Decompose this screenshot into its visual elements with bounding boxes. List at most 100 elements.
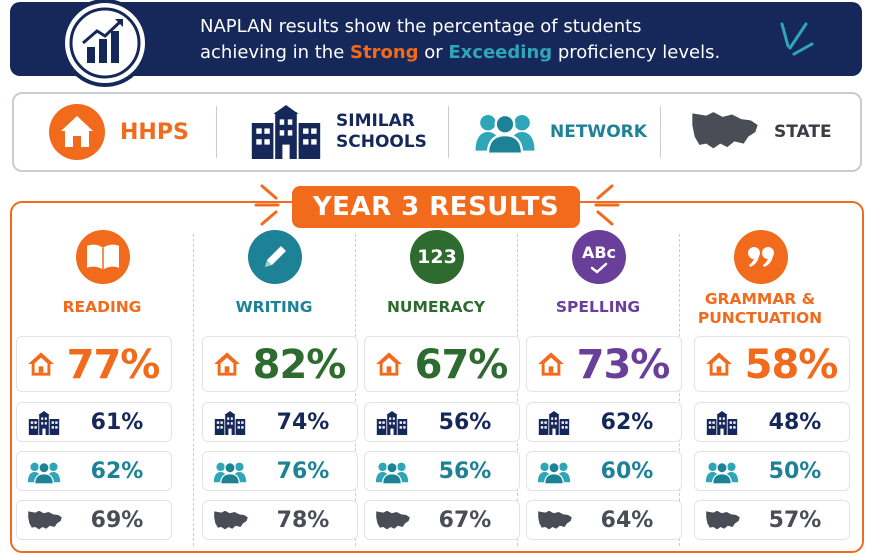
banner-text: NAPLAN results show the percentage of st… [200,14,760,66]
hhps-result: 82% [202,336,358,392]
banner-line-1: NAPLAN results show the percentage of st… [200,16,642,37]
hhps-house-icon [213,350,241,378]
network-value: 62% [90,459,144,484]
title-rays-right-icon [594,184,620,226]
strong-highlight: Strong [350,42,419,63]
hhps-house-icon [375,350,403,378]
subject-column-reading: READING 77% 61% 62% 69% [16,226,182,552]
people-group-icon [474,110,536,154]
banner-text-part: or [418,42,449,63]
subject-label: WRITING [235,298,313,316]
people-group-icon [213,460,247,484]
state-value: 78% [276,508,330,533]
subject-column-writing: WRITING 82% 74% 76% 78% [194,226,358,552]
state-map-icon [213,509,249,533]
network-result: 60% [526,451,682,491]
subject-label: READING [62,298,142,316]
subject-column-numeracy: 123 NUMERACY 67% 56% 56% 67% [356,226,520,552]
numbers-icon: 123 [410,230,464,284]
legend-hhps-label: HHPS [120,119,189,145]
legend-similar-line-2: SCHOOLS [336,132,427,152]
network-result: 62% [16,451,172,491]
hhps-value: 73% [576,342,671,388]
state-value: 64% [600,508,654,533]
legend-bar: HHPS SIMILAR SCHOOLS NETWORK STATE [12,92,862,172]
similar-schools-value: 48% [768,410,822,435]
hhps-result: 77% [16,336,172,392]
hhps-house-icon [537,350,565,378]
section-title: YEAR 3 RESULTS [292,186,580,228]
banner-text-part: achieving in the [200,42,351,63]
similar-schools-result: 61% [16,402,172,442]
school-building-icon [537,411,571,435]
hhps-value: 67% [414,342,509,388]
header-banner: NAPLAN results show the percentage of st… [10,0,862,87]
subject-label: NUMERACY [386,298,486,316]
state-value: 69% [90,508,144,533]
state-result: 78% [202,500,358,540]
hhps-result: 67% [364,336,520,392]
banner-text-part: proficiency levels. [552,42,721,63]
state-map-icon [537,509,573,533]
people-group-icon [705,460,739,484]
hhps-house-icon [27,350,55,378]
subject-label: SPELLING [555,298,641,316]
state-result: 57% [694,500,850,540]
exceeding-highlight: Exceeding [448,42,553,63]
similar-schools-result: 74% [202,402,358,442]
pencil-icon [248,230,302,284]
network-value: 76% [276,459,330,484]
spark-lines-icon [780,22,814,56]
spelling-icon-text: ABc [581,243,617,262]
similar-schools-result: 56% [364,402,520,442]
similar-schools-result: 62% [526,402,682,442]
quote-icon [734,230,788,284]
network-result: 76% [202,451,358,491]
people-group-icon [537,460,571,484]
people-group-icon [375,460,409,484]
legend-network-label: NETWORK [550,122,647,142]
network-result: 50% [694,451,850,491]
hhps-result: 58% [694,336,850,392]
state-result: 67% [364,500,520,540]
network-result: 56% [364,451,520,491]
school-building-icon [705,411,739,435]
state-map-icon [690,108,760,156]
abc-check-icon: ABc [572,230,626,284]
similar-schools-value: 56% [438,410,492,435]
subject-label: GRAMMAR & PUNCTUATION [680,290,840,328]
legend-similar-schools: SIMILAR SCHOOLS [250,94,427,170]
similar-schools-value: 61% [90,410,144,435]
state-result: 69% [16,500,172,540]
school-building-icon [27,411,61,435]
growth-chart-icon [61,0,149,87]
school-building-icon [375,411,409,435]
school-building-icon [250,105,322,159]
state-value: 57% [768,508,822,533]
state-map-icon [27,509,63,533]
column-divider [193,234,194,546]
subject-column-grammar: GRAMMAR & PUNCTUATION 58% 48% 50% 57% [680,226,850,552]
hhps-value: 82% [252,342,347,388]
state-map-icon [375,509,411,533]
legend-similar-line-1: SIMILAR [336,111,415,131]
title-rays-left-icon [254,184,280,226]
similar-schools-result: 48% [694,402,850,442]
subject-label-line-2: PUNCTUATION [697,309,823,327]
network-value: 60% [600,459,654,484]
hhps-house-icon [49,104,105,160]
legend-divider [660,106,661,158]
hhps-result: 73% [526,336,682,392]
state-result: 64% [526,500,682,540]
state-value: 67% [438,508,492,533]
banner-line-2: achieving in the Strong or Exceeding pro… [200,40,760,66]
school-building-icon [213,411,247,435]
network-value: 50% [768,459,822,484]
numeracy-icon-text: 123 [417,246,457,268]
hhps-value: 58% [744,342,839,388]
legend-similar-label: SIMILAR SCHOOLS [336,111,427,153]
network-value: 56% [438,459,492,484]
subject-label-line-1: GRAMMAR & [704,290,816,308]
state-map-icon [705,509,741,533]
similar-schools-value: 62% [600,410,654,435]
